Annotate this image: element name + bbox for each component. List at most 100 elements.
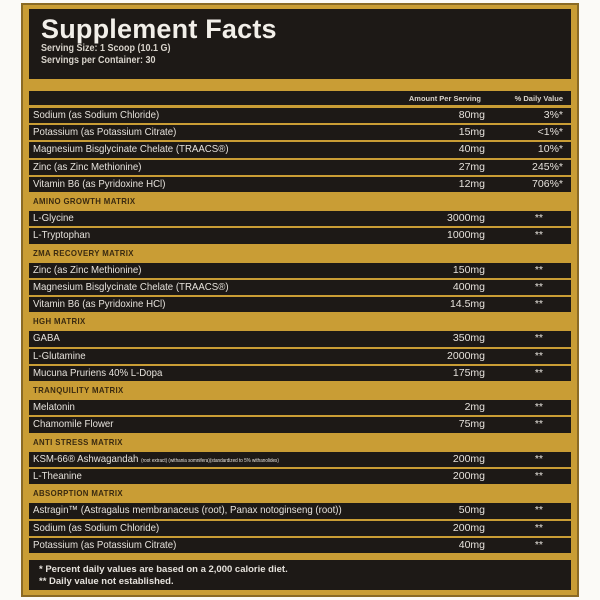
footnote-not-established: ** Daily value not established.: [39, 576, 174, 587]
section-header: ABSORPTION MATRIX: [29, 486, 571, 501]
ingredient-dv: **: [534, 332, 543, 345]
dv-column-header: % Daily Value: [514, 94, 563, 103]
ingredient-name: Melatonin: [33, 400, 75, 415]
ingredient-name: Mucuna Pruriens 40% L-Dopa: [33, 366, 162, 381]
ingredient-label: Zinc (as Zinc Methionine): [33, 263, 142, 276]
label-footer: * Percent daily values are based on a 2,…: [29, 560, 571, 590]
ingredient-row: Potassium (as Potassium Citrate) 40mg **: [29, 537, 571, 553]
ingredient-dv: 10%*: [537, 143, 563, 156]
ingredient-row: L-Theanine 200mg **: [29, 468, 571, 485]
ingredient-label: L-Glycine: [33, 212, 74, 225]
ingredient-note: (root extract) (withania somnifera)(stan…: [141, 457, 279, 464]
servings-per-container: Servings per Container: 30: [41, 55, 156, 66]
ingredient-name: Magnesium Bisglycinate Chelate (TRAACS®): [33, 142, 229, 157]
ingredient-amount: 175mg: [452, 366, 485, 379]
column-header-row: Amount Per Serving % Daily Value: [29, 91, 571, 105]
ingredient-amount: 50mg: [458, 504, 485, 517]
ingredient-amount: 200mg: [452, 452, 485, 465]
ingredient-amount: 75mg: [458, 418, 485, 431]
ingredient-dv: **: [534, 418, 543, 431]
ingredient-amount: 200mg: [452, 521, 485, 534]
ingredient-label: Astragin™ (Astragalus membranaceus (root…: [33, 504, 342, 517]
ingredient-row: Vitamin B6 (as Pyridoxine HCl) 12mg 706%…: [29, 176, 571, 192]
ingredient-row: Vitamin B6 (as Pyridoxine HCl) 14.5mg **: [29, 297, 571, 313]
section-header: HGH MATRIX: [29, 314, 571, 329]
label-title: Supplement Facts: [41, 14, 277, 44]
ingredient-row: Sodium (as Sodium Chloride) 80mg 3%*: [29, 108, 571, 124]
ingredient-name: Zinc (as Zinc Methionine): [33, 160, 141, 175]
ingredient-name: Zinc (as Zinc Methionine): [33, 263, 141, 278]
ingredient-label: Sodium (as Sodium Chloride): [33, 109, 160, 121]
section-title: AMINO GROWTH MATRIX: [33, 195, 136, 206]
ingredient-name: Potassium (as Potassium Citrate): [33, 538, 176, 553]
ingredient-label: Magnesium Bisglycinate Chelate (TRAACS®): [33, 280, 229, 293]
ingredient-dv: **: [534, 229, 543, 242]
ingredient-dv: 3%*: [543, 109, 563, 121]
ingredient-dv: 706%*: [532, 177, 563, 190]
ingredient-dv: **: [534, 298, 543, 311]
ingredient-label: Chamomile Flower: [33, 418, 114, 431]
serving-size: Serving Size: 1 Scoop (10.1 G): [41, 43, 171, 54]
ingredient-name: L-Glutamine: [33, 349, 86, 364]
ingredient-label: L-Glutamine: [33, 349, 86, 362]
ingredient-amount: 15mg: [458, 126, 485, 139]
ingredient-dv: <1%*: [537, 126, 563, 139]
ingredient-label: Melatonin: [33, 401, 75, 414]
ingredient-row: Zinc (as Zinc Methionine) 27mg 245%*: [29, 159, 571, 175]
ingredient-amount: 2mg: [464, 401, 485, 414]
ingredient-dv: **: [534, 452, 543, 465]
ingredient-dv: **: [534, 538, 543, 551]
label-header: Supplement Facts Serving Size: 1 Scoop (…: [29, 9, 571, 79]
ingredient-name: KSM-66® Ashwagandah (root extract) (with…: [33, 452, 279, 469]
ingredient-label: Sodium (as Sodium Chloride): [33, 521, 160, 534]
ingredient-amount: 40mg: [458, 538, 485, 551]
ingredient-dv: **: [534, 263, 543, 276]
section-title: ANTI STRESS MATRIX: [33, 436, 123, 447]
ingredient-label: Potassium (as Potassium Citrate): [33, 126, 177, 139]
ingredient-name: Astragin™ (Astragalus membranaceus (root…: [33, 503, 342, 518]
ingredient-amount: 80mg: [458, 109, 485, 121]
section-header: TRANQUILITY MATRIX: [29, 383, 571, 398]
ingredient-amount: 350mg: [452, 332, 485, 345]
ingredient-row: Sodium (as Sodium Chloride) 200mg **: [29, 520, 571, 536]
ingredient-amount: 14.5mg: [449, 298, 485, 311]
ingredient-name: Vitamin B6 (as Pyridoxine HCl): [33, 177, 165, 192]
ingredient-dv: **: [534, 504, 543, 517]
ingredient-dv: **: [534, 521, 543, 534]
section-title: ZMA RECOVERY MATRIX: [33, 247, 134, 258]
ingredient-row: Mucuna Pruriens 40% L-Dopa 175mg **: [29, 365, 571, 381]
section-title: TRANQUILITY MATRIX: [33, 385, 124, 395]
ingredient-row: L-Tryptophan 1000mg **: [29, 228, 571, 244]
ingredient-label: L-Tryptophan: [33, 229, 91, 242]
ingredient-amount: 150mg: [452, 263, 485, 276]
ingredient-amount: 400mg: [452, 280, 485, 293]
ingredient-label: Mucuna Pruriens 40% L-Dopa: [33, 366, 163, 379]
ingredient-row: Chamomile Flower 75mg **: [29, 417, 571, 433]
ingredient-row: Magnesium Bisglycinate Chelate (TRAACS®)…: [29, 279, 571, 296]
ingredient-name: L-Tryptophan: [33, 228, 90, 243]
ingredient-amount: 3000mg: [447, 212, 485, 225]
ingredient-name: GABA: [33, 331, 60, 346]
ingredient-name: Sodium (as Sodium Chloride): [33, 108, 159, 123]
ingredient-amount: 200mg: [452, 469, 485, 482]
ingredient-row: Zinc (as Zinc Methionine) 150mg **: [29, 262, 571, 278]
ingredient-amount: 1000mg: [447, 229, 485, 242]
section-title: ABSORPTION MATRIX: [33, 488, 123, 499]
ingredient-name: Potassium (as Potassium Citrate): [33, 125, 176, 140]
ingredient-row: GABA 350mg **: [29, 331, 571, 347]
ingredient-row: Potassium (as Potassium Citrate) 15mg <1…: [29, 125, 571, 141]
ingredient-label: Vitamin B6 (as Pyridoxine HCl): [33, 298, 166, 311]
ingredient-label: Vitamin B6 (as Pyridoxine HCl): [33, 177, 166, 190]
ingredient-label: Magnesium Bisglycinate Chelate (TRAACS®): [33, 143, 229, 156]
ingredient-row: KSM-66® Ashwagandah (root extract) (with…: [29, 451, 571, 469]
ingredient-label: KSM-66® Ashwagandah: [33, 452, 139, 465]
ingredient-label: Potassium (as Potassium Citrate): [33, 538, 177, 551]
ingredient-name: L-Theanine: [33, 469, 82, 484]
supplement-facts-label: Supplement Facts Serving Size: 1 Scoop (…: [21, 3, 579, 597]
ingredient-dv: **: [534, 280, 543, 293]
footnote-daily-values: * Percent daily values are based on a 2,…: [39, 564, 288, 575]
ingredient-dv: **: [534, 349, 543, 362]
ingredient-dv: **: [534, 366, 543, 379]
section-header: ZMA RECOVERY MATRIX: [29, 246, 571, 261]
ingredient-table: Sodium (as Sodium Chloride) 80mg 3%* Pota…: [29, 108, 571, 555]
